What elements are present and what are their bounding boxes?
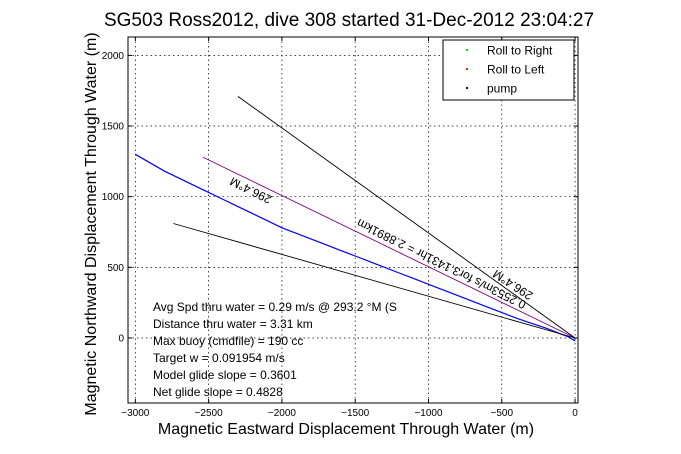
stats-text: Avg Spd thru water = 0.29 m/s @ 293.2 °M… (153, 300, 397, 399)
legend-marker (465, 67, 469, 71)
x-axis-label: Magnetic Eastward Displacement Through W… (158, 421, 534, 438)
series-line-4 (173, 223, 576, 339)
x-tick-label: −500 (491, 408, 514, 419)
x-tick-labels: −3000 −2500 −2000 −1500 −1000 −500 0 (121, 408, 578, 419)
stats-line: Distance thru water = 3.31 km (153, 317, 313, 331)
x-tick-label: −3000 (121, 408, 150, 419)
y-tick-label: 1500 (102, 122, 125, 133)
series-group (134, 96, 576, 342)
legend-marker (465, 86, 469, 90)
x-tick-label: −2500 (195, 408, 224, 419)
annotation-label: 296.4°M (228, 174, 274, 207)
y-axis-label: Magnetic Northward Displacement Through … (83, 32, 100, 415)
legend-box (442, 39, 575, 101)
x-tick-label: −2000 (268, 408, 297, 419)
x-tick-label: 0 (572, 408, 578, 419)
stats-line: Net glide slope = 0.4828 (153, 385, 283, 399)
chart-title: SG503 Ross2012, dive 308 started 31-Dec-… (104, 10, 594, 31)
y-tick-label: 0 (118, 333, 124, 344)
series-line-1 (134, 153, 576, 342)
legend-marker (465, 48, 469, 52)
series-line-2 (202, 156, 576, 339)
x-tick-label: −1500 (341, 408, 370, 419)
legend-label: Roll to Right (487, 44, 553, 58)
y-tick-label: 1000 (102, 192, 125, 203)
annotation-label: 0.2553m/s for3.1431hr = 2.8891km (355, 216, 529, 312)
plot-frame (127, 36, 579, 404)
series-line-3 (237, 96, 576, 339)
stats-line: Avg Spd thru water = 0.29 m/s @ 293.2 °M… (153, 300, 397, 314)
legend: Roll to Right Roll to Left pump (442, 39, 575, 101)
legend-label: pump (487, 82, 517, 96)
legend-label: Roll to Left (487, 63, 545, 77)
y-tick-labels: 0 500 1000 1500 2000 (102, 51, 125, 345)
axis-ticks (128, 37, 578, 403)
x-tick-label: −1000 (414, 408, 443, 419)
stats-line: Target w = 0.091954 m/s (153, 351, 285, 365)
y-tick-label: 2000 (102, 51, 125, 62)
stats-line: Model glide slope = 0.3601 (153, 368, 297, 382)
annotations: 296.4°M0.2553m/s for3.1431hr = 2.8891km2… (228, 174, 536, 312)
y-tick-label: 500 (107, 263, 124, 274)
stats-line: Max buoy (cmdfile) = 190 cc (153, 334, 303, 348)
